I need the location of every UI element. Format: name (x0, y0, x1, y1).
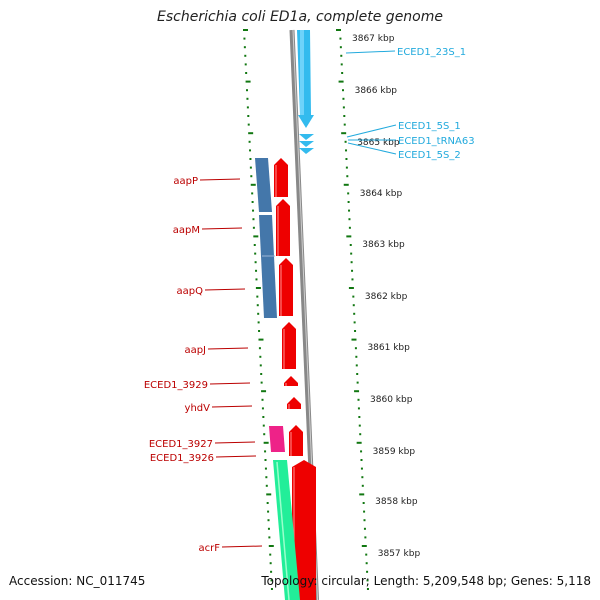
gene-aapJ-arrow (282, 322, 296, 369)
scale-label: 3862 kbp (365, 292, 408, 302)
rna-label: ECED1_5S_1 (398, 121, 461, 132)
scale-label: 3867 kbp (352, 34, 395, 44)
rna-label: ECED1_tRNA63 (398, 136, 475, 147)
scale-label: 3857 kbp (378, 549, 421, 559)
gene-leader-line (201, 227, 243, 230)
gene-acrF-arrow (292, 460, 316, 600)
gene-label: ECED1_3926 (150, 453, 214, 464)
gene-ECED1_3929-arrow (284, 376, 298, 386)
gene-aapM-arrow (276, 199, 290, 256)
rrna-23s-feature (297, 30, 314, 128)
scale-label: 3859 kbp (373, 447, 416, 457)
rna-leader-line (347, 142, 397, 155)
gene-label: aapQ (177, 286, 204, 297)
gene-leader-line (214, 441, 256, 444)
gene-leader-line (211, 405, 253, 408)
scale-label: 3858 kbp (375, 497, 418, 507)
rna-small-feature (299, 141, 314, 147)
rna-label: ECED1_23S_1 (397, 47, 466, 58)
gene-aapP-arrow (274, 158, 288, 197)
rna-label: ECED1_5S_2 (398, 150, 461, 161)
gene-leader-line (209, 382, 251, 385)
gene-label: yhdV (185, 403, 211, 414)
gene-yhdV-arrow (287, 397, 301, 409)
scale-label: 3865 kbp (357, 138, 400, 148)
map-title: Escherichia coli ED1a, complete genome (157, 9, 443, 25)
scale-label: 3861 kbp (367, 343, 410, 353)
rna-small-feature (299, 148, 314, 154)
gene-ECED1_3926-arrow (289, 425, 303, 456)
gene-label: aapM (173, 225, 200, 236)
scale-label: 3864 kbp (360, 189, 403, 199)
gene-leader-line (204, 288, 246, 291)
rna-leader-line (346, 124, 397, 138)
gene-leader-line (207, 347, 249, 350)
gene-leader-line (215, 455, 257, 458)
topology-text: Topology: circular; Length: 5,209,548 bp… (261, 574, 591, 588)
acrF-aqua-highlight (276, 461, 290, 600)
gene-leader-line (221, 545, 263, 548)
gene-ECED1_3927-block (269, 426, 285, 452)
scale-label: 3866 kbp (355, 86, 398, 96)
gene-label: aapJ (184, 345, 206, 356)
operon-block (259, 215, 277, 318)
rna-leader-line (345, 50, 396, 54)
scale-label: 3860 kbp (370, 395, 413, 405)
gene-label: ECED1_3929 (144, 380, 208, 391)
rna-small-feature (299, 134, 314, 140)
gene-leader-line (199, 178, 241, 181)
gene-label: acrF (199, 543, 221, 554)
gene-aapQ-arrow (279, 258, 293, 316)
gene-label: aapP (173, 176, 198, 187)
accession-text: Accession: NC_011745 (9, 574, 146, 588)
rrna-23s-highlight (300, 30, 304, 115)
gene-label: ECED1_3927 (149, 439, 213, 450)
operon-block (255, 158, 272, 212)
scale-label: 3863 kbp (362, 240, 405, 250)
